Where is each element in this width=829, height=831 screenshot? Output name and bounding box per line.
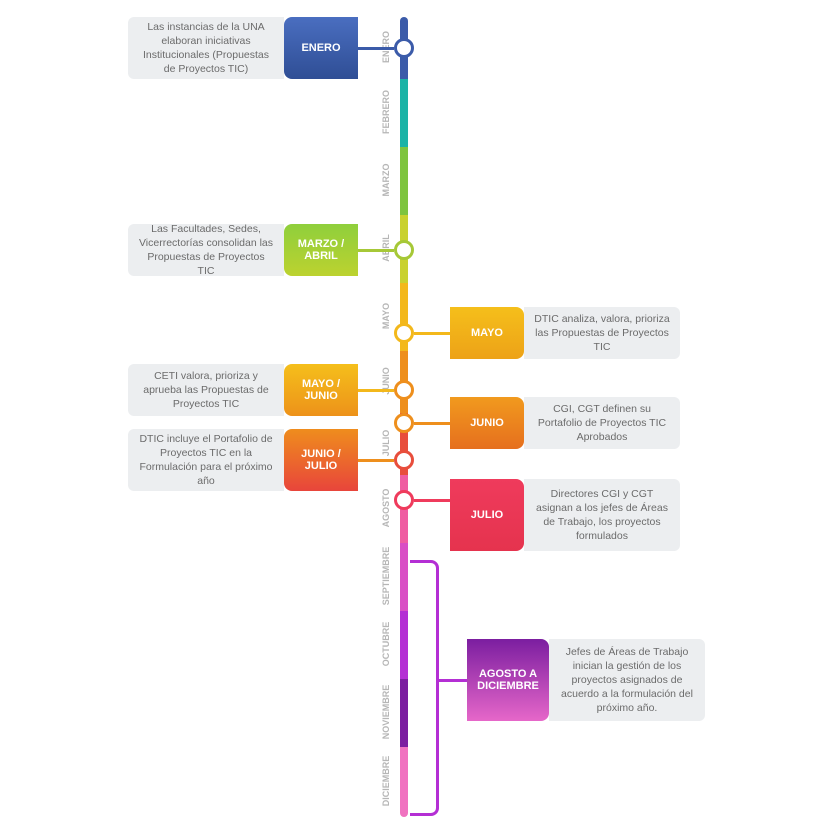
- period-desc: CETI valora, prioriza y aprueba las Prop…: [128, 364, 284, 416]
- month-label: SEPTIEMBRE: [381, 542, 391, 610]
- period-tag: ENERO: [284, 17, 358, 79]
- month-label: MAYO: [381, 300, 391, 332]
- period-tag: JUNIO: [450, 397, 524, 449]
- period-tag: MAYO / JUNIO: [284, 364, 358, 416]
- period-tag: AGOSTO A DICIEMBRE: [467, 639, 549, 721]
- month-label: AGOSTO: [381, 486, 391, 530]
- bracket-arm: [439, 679, 467, 682]
- connector-line: [358, 459, 394, 462]
- timeline-segment: [400, 147, 408, 215]
- period-desc: Directores CGI y CGT asignan a los jefes…: [524, 479, 680, 551]
- bracket: [410, 560, 439, 816]
- connector-line: [358, 249, 394, 252]
- month-label: OCTUBRE: [381, 619, 391, 669]
- timeline-node: [394, 38, 414, 58]
- period-desc: CGI, CGT definen su Portafolio de Proyec…: [524, 397, 680, 449]
- month-label: JULIO: [381, 424, 391, 462]
- month-label: JUNIO: [381, 362, 391, 400]
- timeline-node: [394, 490, 414, 510]
- timeline-node: [394, 323, 414, 343]
- connector-line: [358, 47, 394, 50]
- connector-line: [414, 499, 450, 502]
- period-tag: JUNIO / JULIO: [284, 429, 358, 491]
- timeline-segment: [400, 79, 408, 147]
- connector-line: [358, 389, 394, 392]
- period-desc: Jefes de Áreas de Trabajo inician la ges…: [549, 639, 705, 721]
- period-tag: JULIO: [450, 479, 524, 551]
- period-desc: Las instancias de la UNA elaboran inicia…: [128, 17, 284, 79]
- month-label: DICIEMBRE: [381, 750, 391, 812]
- timeline-segment: [400, 747, 408, 817]
- timeline-node: [394, 413, 414, 433]
- period-desc: Las Facultades, Sedes, Vicerrectorías co…: [128, 224, 284, 276]
- timeline-node: [394, 450, 414, 470]
- timeline-segment: [400, 543, 408, 611]
- month-label: NOVIEMBRE: [381, 681, 391, 743]
- period-desc: DTIC analiza, valora, prioriza las Propu…: [524, 307, 680, 359]
- timeline-segment: [400, 679, 408, 747]
- period-tag: MARZO / ABRIL: [284, 224, 358, 276]
- timeline-node: [394, 240, 414, 260]
- period-desc: DTIC incluye el Portafolio de Proyectos …: [128, 429, 284, 491]
- connector-line: [414, 332, 450, 335]
- month-label: ABRIL: [381, 229, 391, 267]
- month-label: MARZO: [381, 161, 391, 199]
- timeline-node: [394, 380, 414, 400]
- connector-line: [414, 422, 450, 425]
- period-tag: MAYO: [450, 307, 524, 359]
- timeline-segment: [400, 611, 408, 679]
- month-label: FEBRERO: [381, 87, 391, 137]
